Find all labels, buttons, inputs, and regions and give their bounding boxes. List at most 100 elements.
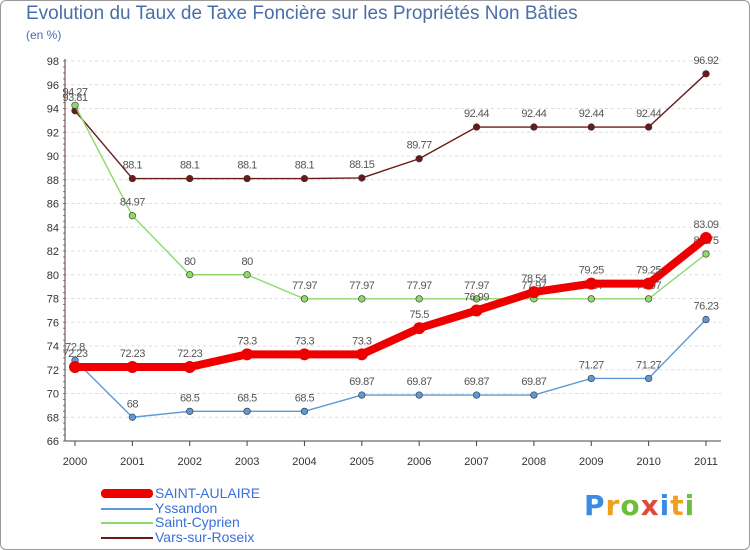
legend-label-yssandon: Yssandon [155, 500, 218, 516]
data-point-yssandon [530, 391, 538, 399]
data-point-saint-cyprien [243, 271, 251, 279]
data-point-vars-sur-roseix [472, 123, 481, 131]
data-point-vars-sur-roseix [645, 123, 653, 131]
data-point-vars-sur-roseix [243, 174, 251, 183]
legend-item-saint-aulaire: SAINT-AULAIRE [101, 485, 341, 502]
data-label-yssandon: 68.5 [180, 392, 200, 404]
x-tick-label: 2004 [292, 456, 316, 468]
data-point-saint-aulaire [585, 277, 598, 290]
series-line-saint-cyprien [74, 104, 707, 300]
data-label-saint-aulaire: 73.3 [295, 335, 315, 347]
data-point-yssandon [702, 315, 710, 324]
data-point-saint-cyprien [358, 295, 366, 303]
data-label-saint-aulaire: 72.23 [62, 348, 87, 360]
x-tick-label: 2011 [694, 456, 718, 468]
y-tick-label: 72 [47, 365, 59, 377]
data-label-yssandon: 68.5 [237, 392, 257, 404]
data-label-vars-sur-roseix: 93.81 [62, 92, 87, 104]
data-label-saint-aulaire: 79.25 [636, 265, 661, 277]
data-label-saint-aulaire: 73.3 [352, 335, 372, 347]
data-label-saint-aulaire: 72.23 [177, 348, 202, 360]
data-label-yssandon: 68.5 [295, 392, 315, 404]
x-tick-label: 2001 [120, 456, 144, 468]
x-tick-label: 2010 [636, 456, 660, 468]
y-tick-label: 88 [47, 175, 59, 187]
data-point-yssandon [243, 407, 251, 415]
data-label-vars-sur-roseix: 92.44 [521, 108, 546, 120]
data-point-saint-aulaire [642, 277, 655, 290]
data-label-saint-cyprien: 80 [241, 256, 253, 268]
data-label-vars-sur-roseix: 88.1 [237, 160, 257, 172]
data-label-saint-cyprien: 77.97 [349, 280, 374, 292]
data-point-vars-sur-roseix [587, 123, 595, 131]
data-point-saint-aulaire [183, 361, 196, 374]
data-point-saint-aulaire [69, 361, 81, 374]
legend-label-saint-aulaire: SAINT-AULAIRE [155, 485, 261, 501]
y-tick-label: 84 [47, 222, 59, 234]
x-tick-label: 2002 [177, 456, 201, 468]
y-tick-label: 68 [47, 412, 59, 424]
y-tick-label: 90 [47, 151, 59, 163]
data-label-saint-cyprien: 77.97 [464, 280, 489, 292]
x-tick-label: 2009 [579, 456, 603, 468]
data-point-yssandon [472, 391, 481, 399]
data-label-yssandon: 69.87 [521, 376, 546, 388]
data-label-vars-sur-roseix: 88.1 [180, 160, 200, 172]
data-point-saint-cyprien [300, 295, 309, 303]
data-label-saint-cyprien: 77.97 [407, 280, 432, 292]
data-label-yssandon: 72.8 [65, 341, 85, 353]
x-tick-label: 2000 [63, 456, 87, 468]
y-tick-label: 66 [47, 436, 59, 448]
data-label-yssandon: 68 [127, 398, 139, 410]
series-line-yssandon [74, 318, 707, 418]
series-line-saint-aulaire [71, 234, 710, 372]
y-tick-label: 70 [47, 389, 59, 401]
legend-item-yssandon: Yssandon [101, 500, 341, 517]
y-tick-label: 74 [47, 341, 59, 353]
data-label-yssandon: 69.87 [349, 376, 374, 388]
data-point-vars-sur-roseix [300, 174, 309, 183]
chart-title: Evolution du Taux de Taxe Foncière sur l… [26, 3, 578, 24]
data-point-saint-cyprien [645, 295, 653, 303]
data-point-vars-sur-roseix [530, 123, 538, 131]
y-tick-label: 76 [47, 317, 59, 329]
data-label-vars-sur-roseix: 92.44 [579, 108, 604, 120]
data-point-yssandon [300, 407, 309, 415]
y-tick-label: 92 [47, 127, 59, 139]
data-label-saint-aulaire: 79.25 [579, 265, 604, 277]
x-tick-label: 2003 [235, 456, 259, 468]
data-point-saint-aulaire [700, 232, 712, 245]
data-point-yssandon [587, 374, 595, 383]
data-point-saint-aulaire [413, 322, 426, 335]
data-label-vars-sur-roseix: 88.1 [295, 160, 315, 172]
legend-swatch-vars-sur-roseix [101, 537, 153, 539]
data-point-saint-cyprien [128, 212, 136, 220]
data-point-saint-cyprien [472, 295, 481, 303]
data-point-vars-sur-roseix [186, 174, 194, 183]
y-tick-label: 80 [47, 270, 59, 282]
y-tick-label: 78 [47, 294, 59, 306]
y-tick-label: 94 [47, 104, 59, 116]
legend-swatch-saint-cyprien [101, 522, 153, 524]
data-label-yssandon: 71.27 [636, 359, 661, 371]
x-tick-label: 2006 [407, 456, 431, 468]
data-point-saint-cyprien [71, 101, 79, 109]
y-tick-label: 98 [47, 56, 59, 68]
data-point-yssandon [128, 413, 136, 421]
data-label-saint-aulaire: 75.5 [409, 309, 429, 321]
data-point-saint-cyprien [587, 295, 595, 303]
data-point-yssandon [186, 407, 194, 415]
data-label-saint-cyprien: 77.97 [292, 280, 317, 292]
data-label-saint-aulaire: 73.3 [237, 335, 257, 347]
x-tick-label: 2008 [522, 456, 546, 468]
data-label-saint-aulaire: 83.09 [693, 219, 718, 231]
legend-item-saint-cyprien: Saint-Cyprien [101, 514, 341, 531]
data-label-saint-aulaire: 78.54 [521, 273, 546, 285]
data-point-saint-aulaire [355, 348, 368, 361]
y-tick-label: 82 [47, 246, 59, 258]
legend-swatch-yssandon [101, 508, 153, 510]
data-point-saint-cyprien [186, 271, 194, 279]
data-point-yssandon [645, 374, 653, 383]
